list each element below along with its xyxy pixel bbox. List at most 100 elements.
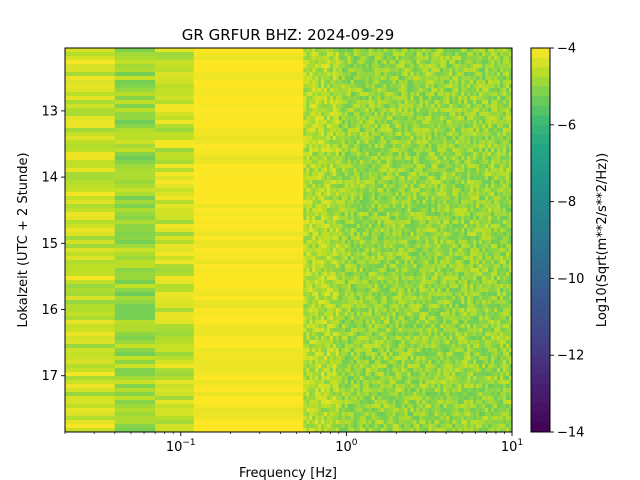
heatmap-cell [318, 356, 322, 361]
heatmap-cell [407, 192, 411, 197]
heatmap-cell [374, 244, 379, 249]
heatmap-cell [452, 112, 456, 117]
heatmap-cell [321, 204, 325, 209]
heatmap-cell [65, 156, 116, 161]
heatmap-cell [404, 216, 408, 221]
heatmap-cell [371, 60, 376, 65]
heatmap-cell [494, 64, 498, 69]
heatmap-cell [380, 68, 385, 73]
heatmap-cell [332, 168, 337, 173]
heatmap-cell [321, 56, 325, 61]
heatmap-cell [332, 204, 337, 209]
heatmap-cell [312, 228, 316, 233]
heatmap-cell [476, 72, 480, 77]
heatmap-cell [368, 144, 373, 149]
heatmap-cell [155, 388, 195, 393]
heatmap-cell [318, 336, 322, 341]
heatmap-cell [386, 264, 391, 269]
heatmap-cell [114, 164, 156, 169]
heatmap-cell [416, 76, 420, 81]
heatmap-cell [467, 172, 471, 177]
heatmap-cell [193, 212, 304, 217]
heatmap-cell [407, 144, 411, 149]
heatmap-cell [338, 64, 343, 69]
heatmap-cell [500, 280, 504, 285]
heatmap-cell [509, 248, 512, 253]
heatmap-cell [350, 136, 355, 141]
heatmap-cell [434, 240, 438, 245]
heatmap-cell [341, 284, 346, 289]
heatmap-cell [503, 72, 507, 77]
heatmap-cell [155, 344, 195, 349]
heatmap-cell [452, 244, 456, 249]
heatmap-cell [324, 184, 328, 189]
heatmap-cell [398, 248, 403, 253]
heatmap-cell [321, 236, 325, 241]
heatmap-cell [65, 84, 116, 89]
heatmap-cell [315, 176, 319, 181]
heatmap-cell [303, 220, 307, 225]
heatmap-cell [431, 152, 435, 157]
heatmap-cell [338, 216, 343, 221]
heatmap-cell [425, 136, 429, 141]
heatmap-cell [377, 184, 382, 189]
heatmap-cell [449, 140, 453, 145]
heatmap-cell [353, 248, 358, 253]
heatmap-cell [155, 216, 195, 221]
heatmap-cell [365, 260, 370, 265]
heatmap-cell [359, 248, 364, 253]
heatmap-cell [425, 280, 429, 285]
heatmap-cell [449, 76, 453, 81]
heatmap-cell [303, 168, 307, 173]
heatmap-cell [419, 156, 423, 161]
heatmap-cell [312, 240, 316, 245]
heatmap-cell [401, 92, 405, 97]
heatmap-cell [401, 276, 405, 281]
heatmap-cell [326, 376, 331, 381]
heatmap-cell [455, 148, 459, 153]
heatmap-cell [434, 204, 438, 209]
heatmap-cell [341, 216, 346, 221]
heatmap-cell [395, 272, 400, 277]
heatmap-cell [398, 104, 403, 109]
heatmap-cell [329, 124, 334, 129]
heatmap-cell [464, 120, 468, 125]
heatmap-cell [449, 264, 453, 269]
heatmap-cell [425, 148, 429, 153]
heatmap-cell [458, 48, 462, 53]
heatmap-cell [446, 260, 450, 265]
heatmap-cell [362, 220, 367, 225]
heatmap-cell [473, 136, 477, 141]
heatmap-cell [359, 180, 364, 185]
heatmap-cell [404, 172, 408, 177]
heatmap-cell [335, 80, 340, 85]
heatmap-cell [344, 96, 349, 101]
heatmap-cell [65, 144, 116, 149]
heatmap-cell [332, 364, 337, 369]
heatmap-cell [341, 92, 346, 97]
heatmap-cell [365, 204, 370, 209]
heatmap-cell [332, 272, 337, 277]
heatmap-cell [362, 92, 367, 97]
heatmap-cell [473, 116, 477, 121]
heatmap-cell [359, 56, 364, 61]
heatmap-cell [356, 264, 361, 269]
heatmap-cell [353, 204, 358, 209]
heatmap-cell [374, 48, 379, 53]
heatmap-cell [362, 256, 367, 261]
heatmap-cell [65, 196, 116, 201]
heatmap-cell [407, 64, 411, 69]
heatmap-cell [341, 120, 346, 125]
heatmap-cell [193, 192, 304, 197]
heatmap-cell [509, 140, 512, 145]
heatmap-cell [65, 148, 116, 153]
heatmap-cell [371, 92, 376, 97]
heatmap-cell [335, 316, 340, 321]
heatmap-cell [509, 124, 512, 129]
heatmap-cell [467, 72, 471, 77]
heatmap-cell [114, 280, 156, 285]
heatmap-cell [335, 228, 340, 233]
heatmap-cell [431, 196, 435, 201]
heatmap-cell [506, 88, 510, 93]
heatmap-cell [347, 72, 352, 77]
